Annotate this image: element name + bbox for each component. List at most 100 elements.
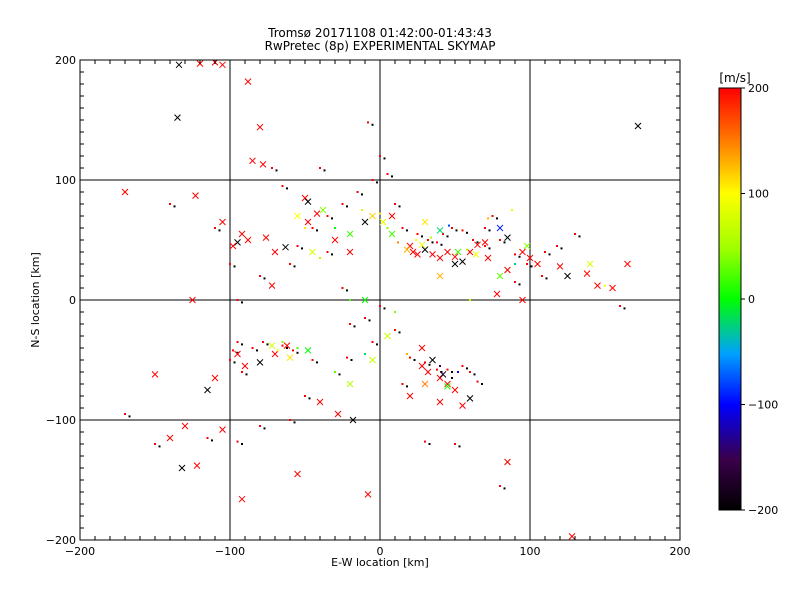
data-point-cross [519,296,526,304]
data-point-dot [430,236,432,239]
data-point-dot [266,343,269,346]
colorbar-tick-label: −100 [748,399,778,412]
data-point-dot [331,253,333,256]
data-point-dot [319,257,321,259]
data-point-dot [386,173,389,175]
data-point-dot [289,419,291,421]
data-point-dot [466,248,468,251]
data-point-dot [545,277,548,280]
colorbar [719,88,741,510]
data-point-dot [431,241,434,244]
data-point-dot [271,167,273,169]
data-point-cross [294,470,301,478]
x-axis-label: E-W location [km] [331,556,429,569]
data-point-dot [416,233,419,235]
data-point-dot [503,487,506,490]
data-point-dot [409,356,411,359]
data-point-dot [457,371,459,373]
data-point-dot [469,299,471,301]
data-point-dot [323,169,326,172]
data-point-dot [386,227,389,229]
data-point-cross [238,495,246,503]
data-point-cross [436,227,444,234]
data-point-cross [309,248,316,256]
data-point-dot [256,349,258,352]
data-point-cross [523,242,531,250]
data-point-dot [560,247,563,250]
data-point-cross [429,251,436,258]
y-tick-label: 0 [69,294,76,307]
data-point-cross [459,258,466,265]
data-point-dot [211,439,213,442]
data-point-cross [504,458,511,466]
data-point-dot [574,233,576,235]
data-point-dot [383,157,386,160]
data-point-dot [484,245,486,247]
data-point-dot [236,299,239,301]
data-point-cross [421,380,429,388]
data-point-dot [367,121,369,124]
data-point-dot [466,367,468,370]
data-point-dot [499,239,501,241]
data-point-dot [232,349,234,352]
data-point-dot [229,359,231,361]
data-point-cross [174,114,181,121]
data-point-dot [218,229,221,232]
data-point-cross [451,260,459,268]
data-point-dot [427,239,429,241]
data-point-dot [446,235,449,238]
data-point-cross [444,383,451,390]
plot-grid [80,60,680,540]
data-point-cross [484,254,492,262]
x-tick-label: 200 [670,545,691,558]
data-point-dot [379,212,381,215]
data-point-cross [361,296,369,304]
data-point-dot [262,341,264,343]
colorbar-tick-label: −200 [748,504,778,517]
data-point-dot [251,347,254,349]
data-point-dot [514,281,516,283]
data-point-cross [262,234,270,241]
data-point-dot [311,227,314,229]
data-point-cross [504,266,511,274]
data-point-dot [259,425,261,427]
chart-title: Tromsø 20171108 01:42:00-01:43:43 [268,26,492,40]
data-point-dot [368,319,371,322]
data-point-dot [476,380,479,383]
data-point-dot [481,383,483,385]
data-point-dot [236,341,239,343]
data-point-cross [178,464,186,472]
data-point-dot [514,263,516,265]
data-point-cross [166,434,174,442]
data-point-cross [268,342,276,349]
data-point-dot [316,229,318,232]
data-point-dot [311,359,314,361]
data-point-cross [346,248,354,256]
data-point-dot [466,231,468,234]
data-point-dot [233,361,236,364]
data-point-dot [514,253,516,256]
data-point-cross [364,491,372,498]
data-point-cross [319,206,327,214]
data-point-cross [436,272,444,280]
data-point-cross [121,188,129,196]
data-point-dot [292,349,294,352]
data-point-dot [394,203,396,205]
data-point-dot [128,415,131,418]
data-point-cross [219,61,226,69]
data-point-dot [458,445,461,448]
data-point-cross [496,224,504,232]
data-point-cross [256,359,264,366]
data-point-dot [548,253,551,256]
data-point-cross [459,402,466,409]
data-point-cross [519,248,526,256]
data-point-dot [424,361,426,364]
data-point-dot [488,247,491,250]
x-tick-label: 100 [520,545,541,558]
data-point-dot [499,485,501,487]
data-point-dot [484,227,486,229]
data-point-cross [472,251,480,258]
data-point-cross [504,234,511,241]
data-point-dot [376,343,378,346]
data-point-cross [403,246,411,253]
